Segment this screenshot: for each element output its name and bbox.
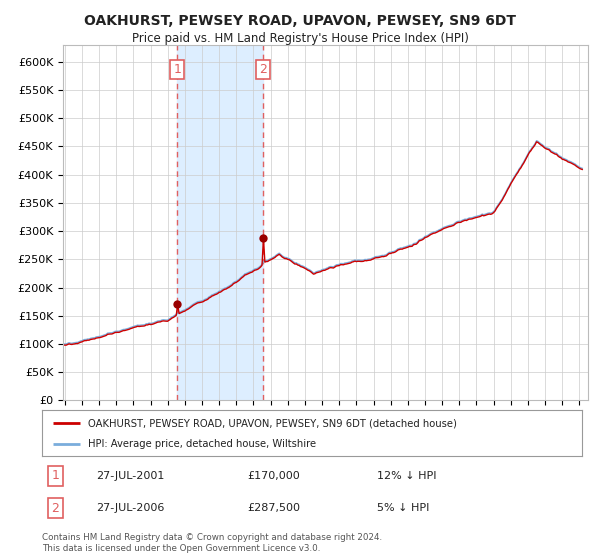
- Text: Price paid vs. HM Land Registry's House Price Index (HPI): Price paid vs. HM Land Registry's House …: [131, 32, 469, 45]
- Bar: [178, 45, 263, 400]
- Text: 27-JUL-2001: 27-JUL-2001: [96, 471, 164, 481]
- Text: Contains HM Land Registry data © Crown copyright and database right 2024.
This d: Contains HM Land Registry data © Crown c…: [42, 533, 382, 553]
- Text: 2: 2: [52, 502, 59, 515]
- Text: £287,500: £287,500: [247, 503, 300, 513]
- Text: OAKHURST, PEWSEY ROAD, UPAVON, PEWSEY, SN9 6DT: OAKHURST, PEWSEY ROAD, UPAVON, PEWSEY, S…: [84, 14, 516, 28]
- Text: £170,000: £170,000: [247, 471, 300, 481]
- Text: 1: 1: [173, 63, 181, 76]
- Text: 5% ↓ HPI: 5% ↓ HPI: [377, 503, 429, 513]
- Text: 2: 2: [259, 63, 267, 76]
- Text: 12% ↓ HPI: 12% ↓ HPI: [377, 471, 436, 481]
- Text: 27-JUL-2006: 27-JUL-2006: [96, 503, 164, 513]
- Text: OAKHURST, PEWSEY ROAD, UPAVON, PEWSEY, SN9 6DT (detached house): OAKHURST, PEWSEY ROAD, UPAVON, PEWSEY, S…: [88, 418, 457, 428]
- Text: 1: 1: [52, 469, 59, 482]
- Text: HPI: Average price, detached house, Wiltshire: HPI: Average price, detached house, Wilt…: [88, 438, 316, 449]
